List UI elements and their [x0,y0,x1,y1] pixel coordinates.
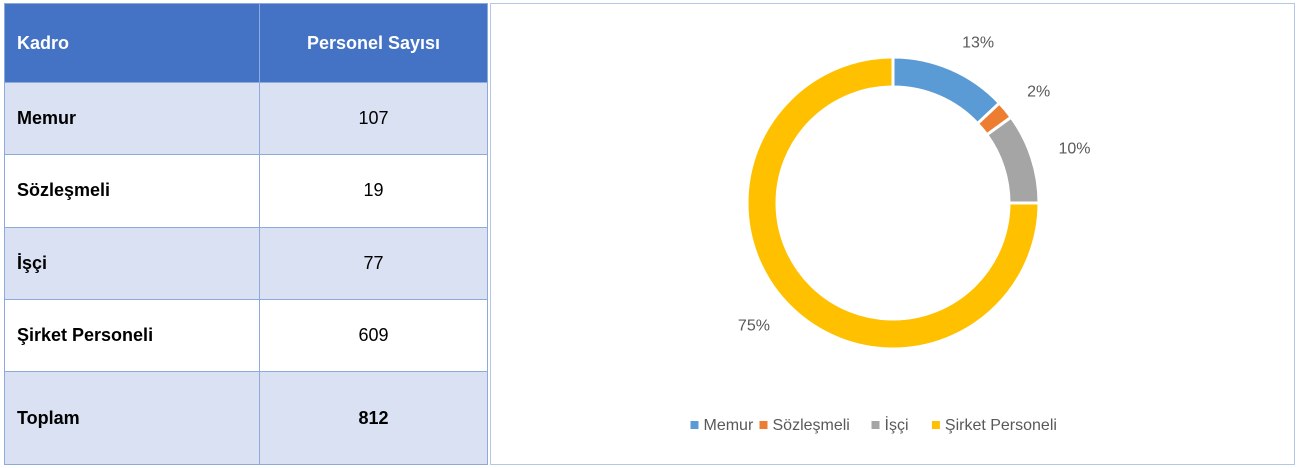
legend-swatch [871,421,880,429]
legend-label: Memur [704,417,754,434]
cell: 812 [259,371,488,465]
cell: İşçi [4,226,260,300]
row: İşçi 77 [4,226,488,300]
cell: Toplam [4,371,260,465]
header-row: Kadro Personel Sayısı [4,3,488,83]
cell: 77 [259,226,488,300]
cell: 107 [259,81,488,156]
header-cell: Kadro [4,3,260,83]
total-row: Toplam 812 [4,371,488,465]
staff-table: Kadro Personel Sayısı Memur 107 Sözleşmel… [4,3,488,465]
donut-slice [745,55,1041,351]
row: Şirket Personeli 609 [4,298,488,373]
legend-swatch [690,421,699,429]
data-label: 10% [1058,140,1090,157]
cell: Şirket Personeli [4,298,260,373]
legend-label: Sözleşmeli [773,417,850,434]
data-label: 75% [738,317,770,334]
header-cell: Personel Sayısı [259,3,488,83]
cell: 19 [259,154,488,228]
row: Memur 107 [4,81,488,156]
legend-swatch [931,421,940,429]
data-label: 2% [1027,83,1050,100]
cell: Sözleşmeli [4,154,260,228]
legend-swatch [759,421,768,429]
row: Sözleşmeli 19 [4,154,488,228]
cell: 609 [259,298,488,373]
chart: 13% 2% 10% 75% Memur Sözleşmeli İşçi Şirket Per… [490,3,1295,465]
cell: Memur [4,81,260,156]
legend-label: Şirket Personeli [945,417,1057,434]
legend-label: İşçi [885,415,909,434]
data-label: 13% [962,35,994,52]
